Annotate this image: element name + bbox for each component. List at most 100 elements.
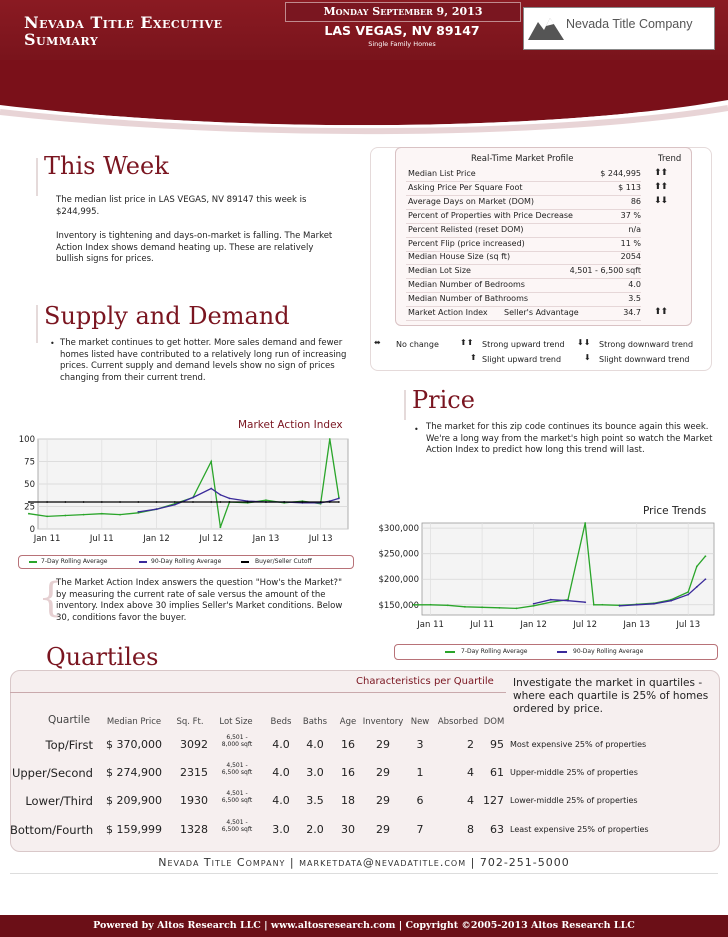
quartile-cell-dom: 95 xyxy=(490,738,504,751)
x-tick-label: Jul 12 xyxy=(198,534,223,544)
data-point xyxy=(549,601,552,604)
profile-row-value: 11 % xyxy=(620,238,641,248)
quartile-cell-beds: 4.0 xyxy=(272,738,290,751)
data-point xyxy=(301,501,304,503)
profile-row-label: Median Lot Size xyxy=(408,266,471,276)
quartile-cell-age: 16 xyxy=(341,738,355,751)
quartile-description: Least expensive 25% of properties xyxy=(510,825,649,834)
quartile-col-header: New xyxy=(410,717,430,727)
profile-row: Percent of Properties with Price Decreas… xyxy=(406,211,641,224)
mai-note: The Market Action Index answers the ques… xyxy=(56,578,343,623)
data-point xyxy=(328,438,331,440)
quartile-cell-baths: 3.0 xyxy=(306,766,324,779)
quartile-col-header: Median Price xyxy=(106,717,162,727)
price-legend-0: 7-Day Rolling Average xyxy=(461,648,528,655)
quartile-cell-price: $ 370,000 xyxy=(106,738,162,751)
divider xyxy=(404,390,406,420)
data-point xyxy=(219,501,222,503)
data-point xyxy=(155,501,158,503)
quartile-cell-lot-1: 4,501 - xyxy=(226,790,248,797)
quartile-cell-dom: 127 xyxy=(483,794,504,807)
quartile-col-header: Inventory xyxy=(362,717,404,727)
price-legend: 7-Day Rolling Average 90-Day Rolling Ave… xyxy=(394,644,718,660)
data-point xyxy=(155,508,158,511)
quartile-cell-inv: 29 xyxy=(376,823,390,836)
data-point xyxy=(337,497,340,500)
quartile-cell-q: Top/First xyxy=(45,738,93,752)
trend-header: Trend xyxy=(658,154,682,164)
quartile-col-header: Age xyxy=(339,717,357,727)
mai-legend: 7-Day Rolling Average 90-Day Rolling Ave… xyxy=(18,555,354,569)
data-point xyxy=(567,599,569,602)
quartile-cell-dom: 63 xyxy=(490,823,504,836)
data-point xyxy=(100,512,103,515)
quartile-cell-sqft: 1328 xyxy=(180,823,208,836)
data-point xyxy=(515,607,518,610)
quartile-cell-new: 3 xyxy=(416,738,424,751)
data-point xyxy=(283,501,286,503)
quartile-cell-abs: 4 xyxy=(467,766,474,779)
quartile-col-header: Lot Size xyxy=(219,717,253,727)
trend-strong-up-icon: ⬆⬆ xyxy=(654,307,668,317)
company-logo: Nevada Title Company xyxy=(523,7,715,50)
profile-row-label: Asking Price Per Square Foot xyxy=(408,182,523,192)
quartile-col-header: DOM xyxy=(483,717,505,727)
data-point xyxy=(412,603,415,606)
report-subtitle: Single Family Homes xyxy=(368,40,436,48)
x-tick-label: Jul 13 xyxy=(675,620,700,630)
data-point xyxy=(446,604,449,607)
quartile-col-header: Sq. Ft. xyxy=(176,717,204,727)
data-point xyxy=(82,513,85,516)
bullet-icon: • xyxy=(50,339,55,348)
profile-row: Median Number of Bathrooms 3.5 xyxy=(406,294,641,308)
quartile-cell-new: 7 xyxy=(416,823,424,836)
profile-row: Percent Flip (price increased) 11 % xyxy=(406,239,641,252)
quartile-cell-beds: 4.0 xyxy=(272,794,290,807)
legend-swatch-green xyxy=(29,561,37,563)
quartile-description: Most expensive 25% of properties xyxy=(510,740,647,749)
y-tick-label: 75 xyxy=(24,458,35,468)
x-tick-label: Jul 13 xyxy=(308,534,333,544)
profile-row-label: Median List Price xyxy=(408,169,476,178)
data-point xyxy=(695,565,698,568)
mai-chart-title: Market Action Index xyxy=(238,419,343,431)
data-point xyxy=(618,604,621,607)
profile-row: Percent Relisted (reset DOM) n/a xyxy=(406,225,641,238)
y-tick-label: $250,000 xyxy=(378,550,419,560)
y-tick-label: $300,000 xyxy=(378,524,419,534)
profile-row: Asking Price Per Square Foot $ 113 xyxy=(406,183,641,196)
data-point xyxy=(119,513,121,516)
data-point xyxy=(481,606,484,609)
profile-row-value: 37 % xyxy=(620,210,641,220)
quartile-cell-lot-2: 6,500 sqft xyxy=(221,826,253,833)
divider xyxy=(10,692,506,693)
legend-swatch-purple xyxy=(139,561,147,563)
profile-row-value: $ 113 xyxy=(618,182,641,192)
no-change-icon: ⬌ xyxy=(374,338,381,347)
series-line-1 xyxy=(138,487,340,513)
price-text: The market for this zip code continues i… xyxy=(426,422,713,455)
this-week-paragraph-1: The median list price in LAS VEGAS, NV 8… xyxy=(56,195,307,217)
quartile-cell-lot-1: 4,501 - xyxy=(226,762,248,769)
data-point xyxy=(429,603,432,606)
data-point xyxy=(219,526,222,529)
profile-row-value: 4,501 - 6,500 sqft xyxy=(569,266,641,276)
y-tick-label: 25 xyxy=(24,503,35,513)
x-tick-label: Jul 12 xyxy=(572,620,597,630)
data-point xyxy=(173,501,176,503)
mai-legend-2: Buyer/Seller Cutoff xyxy=(255,558,312,565)
bullet-icon: • xyxy=(414,425,419,434)
this-week-paragraph-2: Inventory is tightening and days-on-mark… xyxy=(56,231,333,264)
legend-strong-down: Strong downward trend xyxy=(599,340,694,349)
legend-swatch-green xyxy=(445,651,455,653)
quartile-cell-beds: 4.0 xyxy=(272,766,290,779)
data-point xyxy=(27,512,30,515)
quartile-cell-age: 30 xyxy=(341,823,355,836)
profile-row: Median Number of Bedrooms 4.0 xyxy=(406,280,641,294)
legend-slight-up: Slight upward trend xyxy=(482,355,562,364)
profile-row: Median House Size (sq ft) 2054 xyxy=(406,252,641,266)
profile-row-label: Average Days on Market (DOM) xyxy=(408,196,535,206)
data-point xyxy=(695,585,698,588)
trend-legend: ⬌ No change ⬆⬆ Strong upward trend ⬇⬇ St… xyxy=(374,338,704,368)
data-point xyxy=(265,499,267,502)
